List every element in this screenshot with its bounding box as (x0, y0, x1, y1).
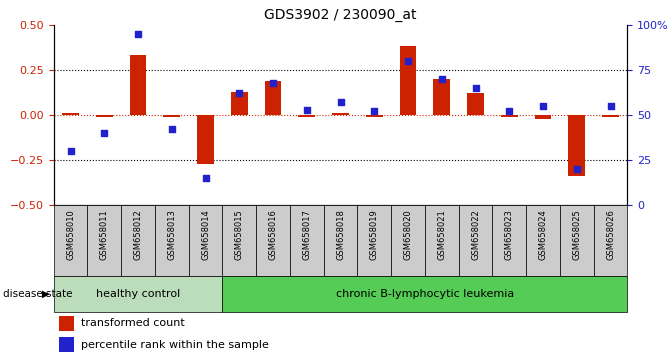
Point (504, 109, 515, 114)
Bar (54, 205, 87, 276)
Text: GSM658018: GSM658018 (336, 209, 345, 260)
Bar (467, 93, 484, 115)
Text: GSM658021: GSM658021 (437, 209, 446, 259)
Bar (189, 205, 222, 276)
Text: ▶: ▶ (42, 289, 50, 299)
Bar (366, 115, 382, 117)
Point (537, 103, 548, 109)
Text: GSM658023: GSM658023 (505, 209, 514, 260)
Bar (568, 115, 585, 176)
Text: GSM658017: GSM658017 (302, 209, 311, 260)
Bar (130, 56, 146, 115)
Text: healthy control: healthy control (96, 289, 180, 299)
Bar (197, 115, 214, 164)
Bar (231, 92, 248, 115)
Point (605, 103, 616, 109)
Bar (594, 205, 627, 276)
Point (133, 31, 144, 37)
Bar (391, 205, 425, 276)
Bar (602, 115, 619, 117)
Bar (290, 205, 323, 276)
Bar (60, 337, 74, 352)
Text: GSM658011: GSM658011 (100, 209, 109, 259)
Bar (433, 79, 450, 115)
Text: GSM658025: GSM658025 (572, 209, 581, 259)
Text: GSM658024: GSM658024 (539, 209, 548, 259)
Point (200, 176, 211, 181)
Text: percentile rank within the sample: percentile rank within the sample (81, 339, 269, 350)
Bar (400, 46, 417, 115)
Point (369, 109, 380, 114)
Point (234, 91, 245, 96)
Text: GSM658013: GSM658013 (167, 209, 176, 260)
Bar (264, 81, 281, 115)
Bar (163, 115, 180, 117)
Bar (332, 113, 349, 115)
Bar (121, 205, 155, 276)
Bar (459, 205, 493, 276)
Text: GSM658026: GSM658026 (606, 209, 615, 260)
Point (436, 76, 447, 82)
Point (65, 148, 76, 154)
Bar (493, 205, 526, 276)
Bar (87, 205, 121, 276)
Text: GSM658012: GSM658012 (134, 209, 142, 259)
Bar (501, 115, 518, 117)
Bar (96, 115, 113, 117)
Point (403, 58, 413, 64)
Point (572, 166, 582, 172)
Text: transformed count: transformed count (81, 318, 185, 329)
Bar (560, 205, 594, 276)
Bar (60, 316, 74, 331)
Bar (54, 276, 222, 312)
Text: GSM658014: GSM658014 (201, 209, 210, 259)
Bar (222, 276, 627, 312)
Title: GDS3902 / 230090_at: GDS3902 / 230090_at (264, 8, 417, 22)
Bar (222, 205, 256, 276)
Bar (62, 113, 79, 115)
Point (268, 80, 278, 85)
Point (301, 107, 312, 113)
Text: GSM658010: GSM658010 (66, 209, 75, 259)
Text: GSM658022: GSM658022 (471, 209, 480, 259)
Text: GSM658016: GSM658016 (268, 209, 278, 260)
Point (99, 130, 109, 136)
Point (470, 85, 481, 91)
Bar (323, 205, 358, 276)
Text: GSM658020: GSM658020 (403, 209, 413, 259)
Bar (358, 205, 391, 276)
Point (336, 99, 346, 105)
Text: GSM658015: GSM658015 (235, 209, 244, 259)
Bar (425, 205, 459, 276)
Text: disease state: disease state (3, 289, 73, 299)
Text: chronic B-lymphocytic leukemia: chronic B-lymphocytic leukemia (336, 289, 514, 299)
Text: GSM658019: GSM658019 (370, 209, 379, 259)
Bar (535, 115, 552, 119)
Bar (155, 205, 189, 276)
Bar (526, 205, 560, 276)
Point (166, 127, 177, 132)
Bar (256, 205, 290, 276)
Bar (299, 115, 315, 117)
